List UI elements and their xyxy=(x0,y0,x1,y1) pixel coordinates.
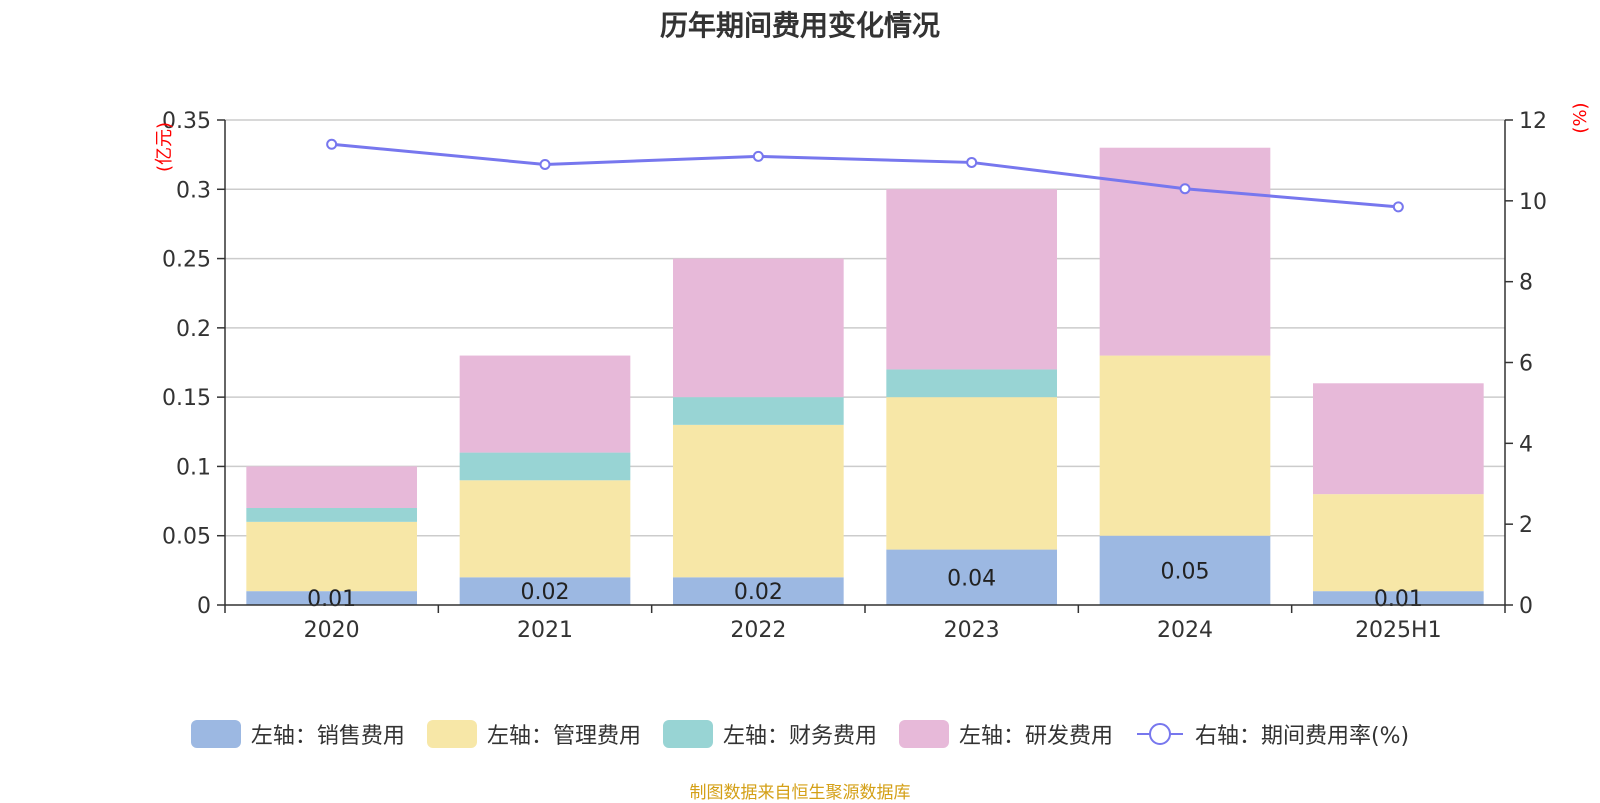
legend: 左轴：销售费用 左轴：管理费用 左轴：财务费用 左轴：研发费用 右轴：期间费用率(%) xyxy=(0,718,1600,750)
legend-label: 右轴：期间费用率(%) xyxy=(1194,724,1410,749)
bar-value-label: 0.05 xyxy=(1161,559,1210,584)
rate-line-layer xyxy=(326,138,1404,213)
left-tick-label: 0.1 xyxy=(176,455,211,480)
right-tick-label: 0 xyxy=(1519,594,1533,619)
right-tick-label: 6 xyxy=(1519,352,1533,377)
x-tick-label: 2025H1 xyxy=(1355,618,1442,643)
legend-item-rate[interactable]: 右轴：期间费用率(%) xyxy=(1135,718,1409,750)
legend-swatch xyxy=(190,720,241,748)
bar-rnd-2024 xyxy=(1099,147,1271,356)
bar-rnd-2025H1 xyxy=(1313,383,1484,495)
legend-item-finance[interactable]: 左轴：财务费用 xyxy=(662,718,877,750)
source-note: 制图数据来自恒生聚源数据库 xyxy=(689,783,911,803)
x-tick-label: 2021 xyxy=(517,618,573,643)
bar-sales-2020 xyxy=(246,591,417,605)
bar-rnd-2022 xyxy=(673,258,844,398)
legend-item-sales[interactable]: 左轴：销售费用 xyxy=(190,718,405,750)
left-tick-label: 0.05 xyxy=(162,525,211,550)
x-tick-label: 2020 xyxy=(304,618,360,643)
right-tick-label: 10 xyxy=(1519,190,1547,215)
bar-label-layer: 0.01 0.02 0.02 0.04 0.05 0.01 xyxy=(307,559,1423,612)
bar-value-label: 0.01 xyxy=(307,587,356,612)
legend-label: 左轴：管理费用 xyxy=(486,724,641,749)
legend-label: 左轴：研发费用 xyxy=(958,724,1113,749)
legend-swatch xyxy=(662,720,713,748)
rate-point-2024 xyxy=(1179,183,1191,195)
right-tick-label: 8 xyxy=(1519,271,1533,296)
bar-finance-2023 xyxy=(886,369,1057,398)
bar-rnd-2021 xyxy=(459,355,631,453)
rate-point-2021 xyxy=(539,158,551,170)
right-tick-label: 2 xyxy=(1519,513,1533,538)
grid-layer xyxy=(225,119,1505,537)
left-axis-unit: (亿元) xyxy=(154,122,175,172)
bar-admin-2023 xyxy=(886,397,1057,550)
left-tick-label: 0.35 xyxy=(162,109,211,134)
bar-value-label: 0.01 xyxy=(1374,587,1423,612)
bar-sales-2023 xyxy=(886,549,1057,605)
legend-label: 左轴：财务费用 xyxy=(722,724,877,749)
left-tick-label: 0.3 xyxy=(176,178,211,203)
left-tick-label: 0 xyxy=(197,594,211,619)
chart-title: 历年期间费用变化情况 xyxy=(659,9,940,42)
bar-rnd-2023 xyxy=(886,189,1057,370)
rate-point-2022 xyxy=(752,150,764,162)
bar-sales-2021 xyxy=(459,577,631,605)
left-tick-label: 0.25 xyxy=(162,248,211,273)
bar-value-label: 0.04 xyxy=(947,566,996,591)
rate-line xyxy=(331,142,1399,209)
legend-item-admin[interactable]: 左轴：管理费用 xyxy=(426,718,641,750)
legend-swatch xyxy=(426,720,477,748)
rate-point-2025H1 xyxy=(1392,201,1404,213)
bar-layer xyxy=(246,147,1484,605)
bar-admin-2024 xyxy=(1099,355,1271,536)
right-tick-label: 4 xyxy=(1519,432,1533,457)
legend-label: 左轴：销售费用 xyxy=(250,724,405,749)
bar-rnd-2020 xyxy=(246,466,417,508)
x-tick-label: 2024 xyxy=(1157,618,1213,643)
right-axis-unit: (%) xyxy=(1570,102,1591,133)
axis-layer: 0 0.05 0.1 0.15 0.2 0.25 0.3 0.35 0 2 4 6 8 10 12 2020 2… xyxy=(154,102,1591,643)
bar-finance-2022 xyxy=(673,397,844,425)
right-tick-label: 12 xyxy=(1519,109,1547,134)
left-tick-label: 0.15 xyxy=(162,386,211,411)
x-tick-label: 2023 xyxy=(944,618,1000,643)
rate-point-2020 xyxy=(326,138,338,150)
bar-finance-2020 xyxy=(246,508,417,522)
bar-sales-2022 xyxy=(673,577,844,605)
bar-admin-2021 xyxy=(459,480,631,578)
bar-admin-2020 xyxy=(246,521,417,592)
legend-line-swatch-icon xyxy=(1136,723,1183,745)
bar-value-label: 0.02 xyxy=(734,580,783,605)
bar-admin-2022 xyxy=(673,424,844,578)
bar-admin-2025H1 xyxy=(1313,494,1484,592)
rate-point-2023 xyxy=(966,156,978,168)
legend-item-rnd[interactable]: 左轴：研发费用 xyxy=(898,718,1113,750)
x-tick-label: 2022 xyxy=(730,618,786,643)
legend-swatch xyxy=(898,720,949,748)
bar-sales-2024 xyxy=(1099,535,1271,605)
bar-value-label: 0.02 xyxy=(521,580,570,605)
bar-sales-2025H1 xyxy=(1313,591,1484,605)
bar-finance-2021 xyxy=(459,452,631,481)
left-tick-label: 0.2 xyxy=(176,317,211,342)
